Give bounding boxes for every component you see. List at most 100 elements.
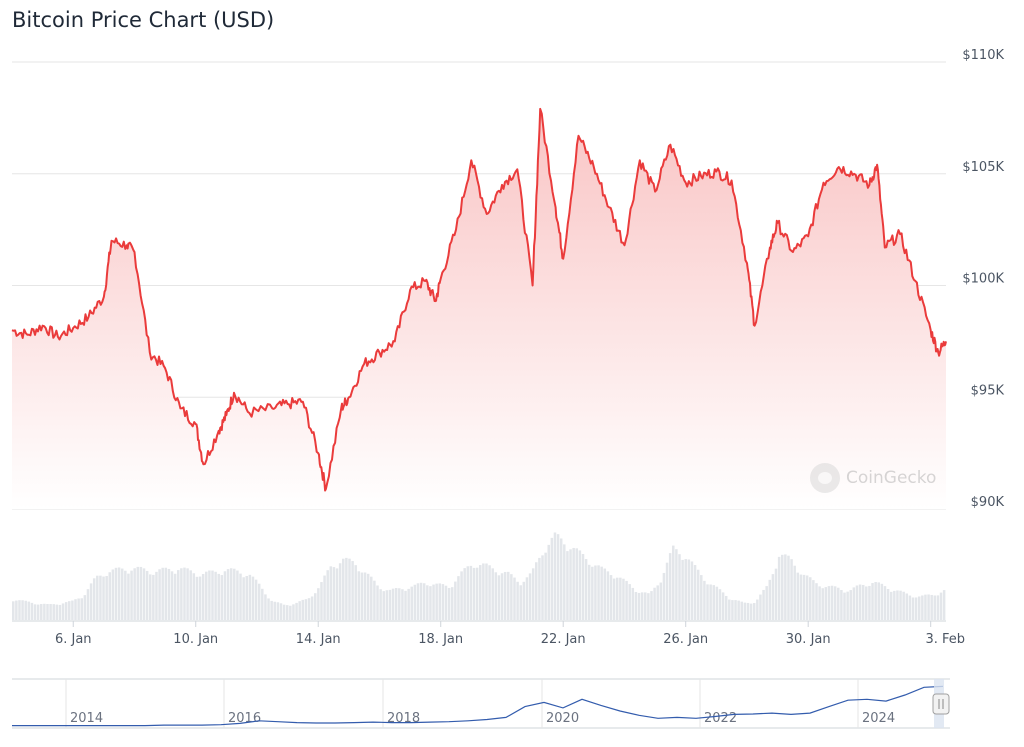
volume-bar [273, 601, 277, 620]
volume-bar [491, 568, 494, 620]
navigator-year-label: 2024 [862, 711, 895, 726]
volume-bar [148, 574, 152, 620]
x-axis: 6. Jan 10. Jan 14. Jan 18. Jan 22. Jan 26. Ja… [55, 621, 965, 647]
volume-bar [111, 569, 115, 620]
volume-bar [566, 551, 569, 620]
volume-bar [180, 568, 183, 620]
volume-bar [675, 549, 678, 620]
volume-bar [833, 586, 837, 620]
volume-bar [276, 602, 280, 620]
volume-bar [802, 574, 806, 620]
volume-bar [40, 604, 43, 620]
volume-bar [889, 591, 893, 620]
volume-bar [438, 583, 442, 620]
volume-bar [242, 577, 245, 620]
price-line[interactable] [11, 107, 947, 492]
volume-bar [142, 568, 146, 620]
volume-bar [507, 571, 510, 620]
volume-bar [609, 575, 613, 620]
volume-bar [74, 599, 77, 620]
volume-bar [12, 601, 15, 620]
volume-bar [809, 577, 812, 620]
volume-bar [167, 568, 171, 620]
x-tick-label: 30. Jan [786, 632, 831, 647]
volume-bar [354, 565, 357, 620]
volume-bar [80, 598, 83, 620]
volume-bar [46, 603, 49, 620]
x-tick-label: 6. Jan [55, 632, 92, 647]
volume-bar [173, 573, 177, 620]
volume-bar [746, 602, 750, 620]
volume-bar [603, 568, 607, 620]
volume-bar [784, 554, 787, 620]
volume-bar [855, 585, 859, 620]
volume-bar [432, 584, 435, 620]
volume-bar [15, 600, 18, 620]
volume-bar [58, 604, 62, 620]
volume-bar [500, 573, 504, 620]
volume-bar [342, 558, 345, 620]
volume-bar [382, 591, 385, 620]
volume-bar [559, 538, 563, 620]
volume-bar [475, 567, 479, 620]
volume-bar [320, 582, 323, 620]
volume-bar [114, 567, 118, 620]
volume-bar [385, 590, 389, 620]
volume-bar [108, 572, 112, 620]
volume-bar [313, 593, 317, 620]
volume-bar [236, 570, 239, 620]
volume-bar [896, 590, 899, 620]
volume-bar [731, 600, 734, 620]
volume-bar [404, 590, 407, 620]
y-tick-label: $110K [962, 48, 1004, 63]
volume-bar [351, 561, 354, 620]
volume-bar [326, 570, 329, 620]
volume-bar [581, 554, 585, 620]
volume-bar [519, 585, 522, 620]
volume-bar [127, 573, 130, 620]
volume-bar [205, 571, 208, 620]
volume-bar [647, 593, 650, 620]
volume-bar [83, 595, 87, 620]
volume-bar [338, 563, 342, 620]
volume-bar [886, 589, 890, 620]
volume-bar [183, 567, 186, 620]
volume-bar [177, 570, 180, 620]
volume-bar [239, 573, 242, 620]
volume-bar [684, 559, 687, 620]
volume-bar [120, 568, 124, 620]
volume-bar [690, 561, 694, 620]
volume-bar [145, 570, 149, 620]
volume-bar [105, 576, 108, 620]
volume-bar [279, 603, 283, 620]
volume-bar [304, 599, 308, 620]
volume-bar [703, 580, 706, 620]
navigator-year-label: 2018 [387, 711, 420, 726]
volume-bar [457, 576, 460, 620]
volume-bar [650, 591, 653, 620]
volume-bar [877, 582, 880, 620]
volume-bar [780, 554, 784, 620]
volume-bar [226, 569, 230, 620]
navigator[interactable]: 2014 2016 2018 2020 2022 2024 [12, 678, 950, 729]
volume-bar [298, 601, 301, 620]
volume-bar [292, 604, 295, 620]
volume-bar [893, 590, 896, 620]
volume-bar [880, 583, 884, 620]
volume-bar [600, 566, 603, 620]
volume-bar [908, 595, 912, 620]
volume-bar [482, 563, 485, 620]
volume-bar [310, 596, 314, 620]
volume-bar [329, 566, 333, 620]
navigator-handle[interactable] [932, 693, 950, 715]
volume-bar [394, 588, 398, 620]
volume-bar [295, 602, 298, 620]
volume-bar [544, 552, 547, 620]
y-tick-label: $105K [962, 160, 1004, 175]
volume-bar [933, 595, 937, 620]
volume-bar [267, 598, 270, 620]
coingecko-logo-icon [810, 463, 840, 493]
volume-bar [728, 599, 731, 620]
volume-bar [317, 588, 320, 620]
